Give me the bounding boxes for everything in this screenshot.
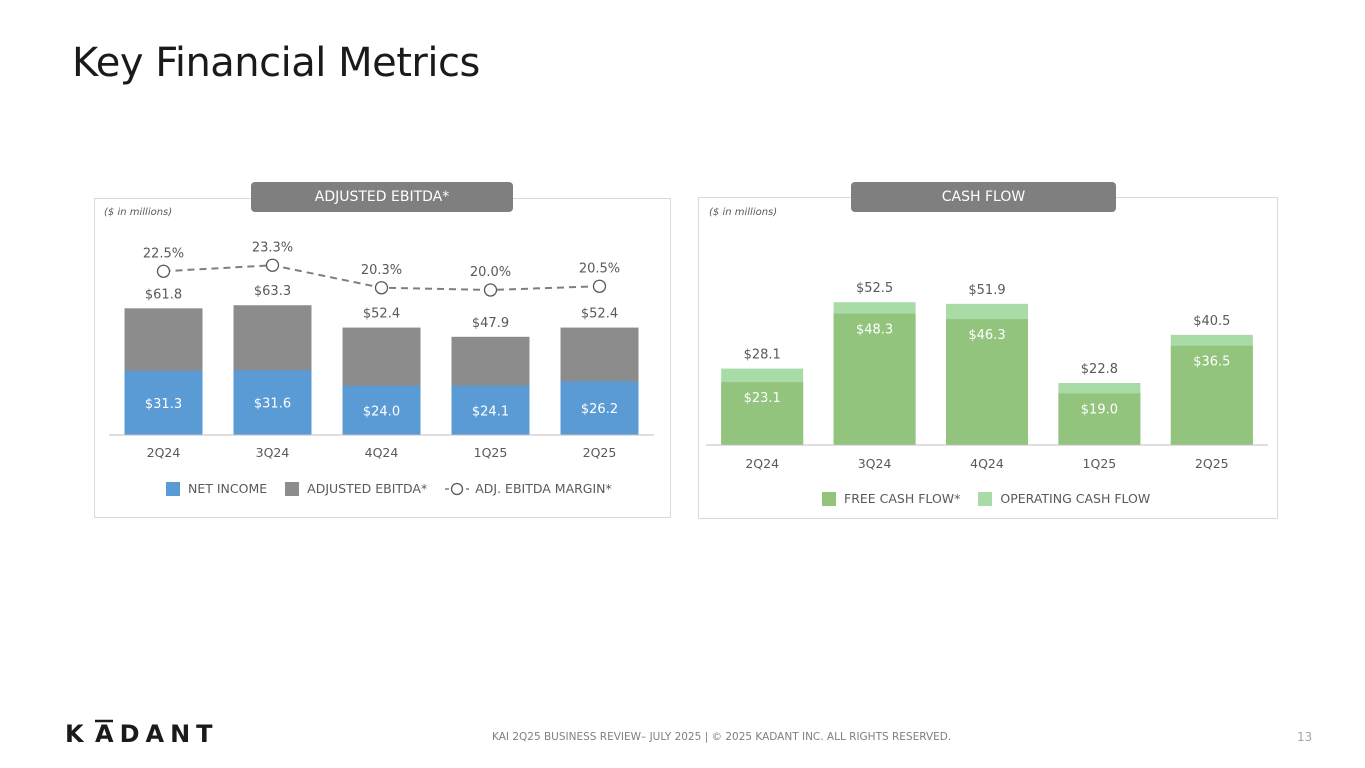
x-tick-label: 1Q25 xyxy=(474,445,508,460)
margin-point xyxy=(156,264,171,278)
operating-cash-flow-label: $28.1 xyxy=(744,348,781,363)
svg-text:ADANT: ADANT xyxy=(95,720,215,748)
legend-operating-cash-flow: OPERATING CASH FLOW xyxy=(978,491,1150,506)
ebitda-label: $61.8 xyxy=(145,287,182,302)
ebitda-units-note: ($ in millions) xyxy=(104,207,173,218)
net-income-label: $31.6 xyxy=(254,397,291,412)
net-income-label: $24.0 xyxy=(363,404,400,419)
operating-cash-flow-label: $52.5 xyxy=(856,281,893,296)
margin-point xyxy=(265,258,280,272)
x-tick-label: 2Q25 xyxy=(1195,456,1229,471)
legend-margin: ADJ. EBITDA MARGIN* xyxy=(445,481,612,496)
margin-label: 23.3% xyxy=(252,240,293,255)
cashflow-legend: FREE CASH FLOW* OPERATING CASH FLOW xyxy=(822,491,1168,506)
free-cash-flow-label: $46.3 xyxy=(968,328,1005,343)
ebitda-label: $52.4 xyxy=(363,307,400,322)
net-income-bar xyxy=(124,370,203,435)
net-income-swatch xyxy=(166,481,180,496)
kadant-logo: K ADANT xyxy=(65,719,215,748)
operating-cash-flow-label: $40.5 xyxy=(1193,314,1230,329)
x-tick-label: 1Q25 xyxy=(1083,456,1117,471)
page-title: Key Financial Metrics xyxy=(72,40,480,86)
margin-point xyxy=(374,281,389,295)
x-tick-label: 2Q24 xyxy=(147,445,181,460)
net-income-label: $24.1 xyxy=(472,404,509,419)
x-tick-label: 2Q24 xyxy=(745,456,779,471)
net-income-bar xyxy=(451,385,530,435)
legend-net-income-label: NET INCOME xyxy=(188,481,268,496)
margin-point xyxy=(592,279,607,293)
free-cash-flow-bar xyxy=(946,319,1028,445)
cashflow-units-note: ($ in millions) xyxy=(709,207,778,218)
margin-point xyxy=(483,283,498,297)
margin-label: 22.5% xyxy=(143,246,184,261)
legend-adjusted-ebitda: ADJUSTED EBITDA* xyxy=(285,481,427,496)
footer-text: KAI 2Q25 BUSINESS REVIEW– JULY 2025 | © … xyxy=(492,731,952,743)
legend-net-income: NET INCOME xyxy=(166,481,267,496)
net-income-bar xyxy=(560,381,639,435)
margin-label: 20.3% xyxy=(361,263,402,278)
free-cash-flow-label: $36.5 xyxy=(1193,355,1230,370)
x-tick-label: 2Q25 xyxy=(583,445,617,460)
net-income-bar xyxy=(233,370,312,435)
free-cash-flow-label: $48.3 xyxy=(856,323,893,338)
margin-label: 20.0% xyxy=(470,265,511,280)
ebitda-label: $52.4 xyxy=(581,307,618,322)
legend-free-cash-flow-label: FREE CASH FLOW* xyxy=(844,491,961,506)
x-tick-label: 3Q24 xyxy=(256,445,290,460)
legend-free-cash-flow: FREE CASH FLOW* xyxy=(822,491,960,506)
net-income-label: $31.3 xyxy=(145,397,182,412)
legend-operating-cash-flow-label: OPERATING CASH FLOW xyxy=(1000,491,1151,506)
ebitda-label: $63.3 xyxy=(254,284,291,299)
net-income-bar xyxy=(342,385,421,435)
cashflow-chart-title: CASH FLOW xyxy=(851,182,1116,212)
svg-text:K: K xyxy=(65,720,90,748)
ebitda-legend: NET INCOME ADJUSTED EBITDA* ADJ. EBITDA … xyxy=(166,481,630,496)
free-cash-flow-swatch xyxy=(822,491,836,506)
free-cash-flow-bar xyxy=(1058,393,1141,445)
x-tick-label: 4Q24 xyxy=(365,445,399,460)
x-tick-label: 4Q24 xyxy=(970,456,1004,471)
ebitda-chart: $31.3 $61.8 2Q24 $31.6 $63.3 3Q24 $24.0 $52.4 4Q… xyxy=(109,240,654,460)
ebitda-label: $47.9 xyxy=(472,316,509,331)
cashflow-chart: $23.1 $28.1 2Q24 $48.3 $52.5 3Q24 $46.3 $51.9 4Q… xyxy=(706,281,1268,471)
free-cash-flow-label: $19.0 xyxy=(1081,402,1118,417)
ebitda-chart-title: ADJUSTED EBITDA* xyxy=(251,182,513,212)
legend-adjusted-ebitda-label: ADJUSTED EBITDA* xyxy=(307,481,428,496)
operating-cash-flow-label: $22.8 xyxy=(1081,362,1118,377)
free-cash-flow-bar xyxy=(1170,345,1253,445)
free-cash-flow-label: $23.1 xyxy=(744,391,781,406)
x-tick-label: 3Q24 xyxy=(858,456,892,471)
net-income-label: $26.2 xyxy=(581,402,618,417)
page-number: 13 xyxy=(1297,730,1313,744)
margin-line-marker-icon xyxy=(445,482,470,495)
free-cash-flow-bar xyxy=(833,313,916,445)
legend-margin-label: ADJ. EBITDA MARGIN* xyxy=(475,481,612,496)
free-cash-flow-bar xyxy=(721,382,804,445)
operating-cash-flow-label: $51.9 xyxy=(968,283,1005,298)
operating-cash-flow-swatch xyxy=(978,491,993,506)
adjusted-ebitda-swatch xyxy=(285,481,300,496)
margin-label: 20.5% xyxy=(579,261,620,276)
